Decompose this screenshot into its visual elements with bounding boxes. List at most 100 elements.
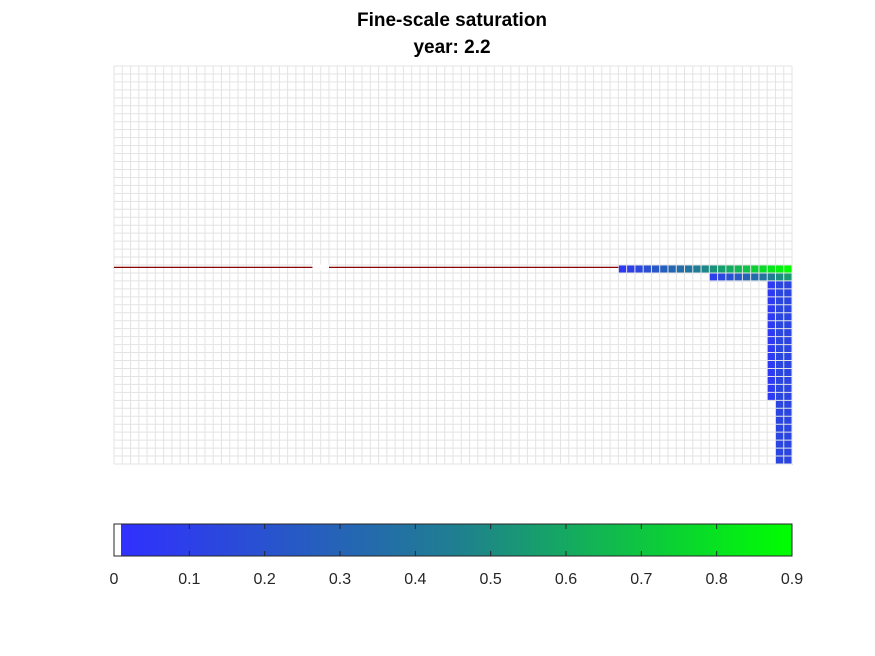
colorbar-tick-label: 0	[110, 571, 119, 588]
saturation-cell	[692, 265, 702, 274]
saturation-cell	[709, 272, 718, 282]
saturation-cell	[709, 265, 718, 274]
saturation-cell	[775, 296, 785, 306]
saturation-cell	[775, 272, 785, 282]
saturation-cell	[783, 280, 793, 290]
saturation-cell	[783, 440, 793, 449]
colorbar-frame	[113, 523, 793, 557]
saturation-cell	[659, 265, 669, 274]
saturation-cell	[783, 336, 793, 345]
saturation-cell	[783, 456, 793, 465]
colorbar-tick-label: 0.2	[254, 571, 276, 588]
saturation-cell	[750, 265, 760, 274]
colorbar-white-segment	[114, 524, 121, 556]
saturation-cell	[783, 360, 793, 369]
saturation-cell	[651, 265, 661, 274]
saturation-cell	[701, 265, 710, 274]
saturation-cell	[775, 360, 785, 369]
mesh-grid	[113, 65, 793, 465]
saturation-cell	[767, 376, 776, 385]
saturation-cell	[767, 265, 776, 274]
colorbar-tick-label: 0.3	[329, 571, 351, 588]
saturation-cell	[783, 400, 793, 409]
saturation-cell	[767, 328, 776, 338]
saturation-cell	[717, 272, 727, 282]
saturation-cell	[775, 368, 785, 377]
saturation-cell	[734, 272, 743, 282]
colorbar-tick-label: 0.5	[480, 571, 502, 588]
saturation-cell	[783, 344, 793, 353]
saturation-cell	[775, 416, 785, 425]
colorbar-tick-label: 0.1	[178, 571, 200, 588]
saturation-cell	[717, 265, 727, 274]
saturation-cell	[783, 384, 793, 393]
saturation-cell	[767, 352, 776, 361]
saturation-cell	[767, 392, 776, 401]
saturation-cell	[775, 320, 785, 330]
saturation-cell	[783, 296, 793, 306]
saturation-cell	[626, 265, 636, 274]
saturation-cell	[775, 288, 785, 298]
saturation-cell	[676, 265, 685, 274]
saturation-cell	[767, 296, 776, 306]
saturation-cell	[684, 265, 694, 274]
saturation-cell	[775, 336, 785, 345]
saturation-cell	[634, 265, 644, 274]
saturation-cell	[775, 304, 785, 314]
saturation-cell	[775, 440, 785, 449]
saturation-cell	[767, 368, 776, 377]
saturation-cell	[742, 272, 752, 282]
saturation-cell	[767, 384, 776, 393]
saturation-cell	[783, 328, 793, 338]
plot-area	[113, 65, 793, 465]
colorbar-tick-label: 0.7	[630, 571, 652, 588]
colorbar-tick-label: 0.6	[555, 571, 577, 588]
saturation-cell	[783, 368, 793, 377]
saturation-cell	[767, 336, 776, 345]
saturation-cell	[767, 304, 776, 314]
saturation-cell	[775, 456, 785, 465]
saturation-cell	[783, 432, 793, 441]
saturation-cell	[783, 392, 793, 401]
saturation-cell	[758, 265, 768, 274]
saturation-cell	[725, 265, 735, 274]
saturation-cell	[783, 376, 793, 385]
saturation-cell	[725, 272, 735, 282]
colorbar-tick-label: 0.9	[781, 571, 803, 588]
saturation-cell	[783, 288, 793, 298]
saturation-cell	[767, 288, 776, 298]
saturation-cells	[618, 265, 793, 465]
saturation-cell	[783, 408, 793, 417]
colorbar-tick-label: 0.8	[706, 571, 728, 588]
chart-title: Fine-scale saturation	[357, 10, 547, 31]
saturation-cell	[767, 312, 776, 322]
saturation-cell	[775, 408, 785, 417]
saturation-cell	[618, 265, 628, 274]
saturation-cell	[734, 265, 743, 274]
saturation-cell	[775, 352, 785, 361]
saturation-cell	[758, 272, 768, 282]
saturation-cell	[783, 265, 793, 274]
saturation-cell	[767, 272, 776, 282]
saturation-cell	[643, 265, 652, 274]
saturation-cell	[767, 320, 776, 330]
colorbar-gradient	[121, 524, 792, 556]
saturation-cell	[783, 304, 793, 314]
saturation-cell	[775, 265, 785, 274]
well-gap	[312, 264, 329, 271]
saturation-cell	[783, 424, 793, 433]
colorbar: 0 0.1 0.2 0.3 0.4 0.5 0.6 0.7 0.8 0.9	[110, 523, 803, 588]
saturation-cell	[775, 432, 785, 441]
saturation-cell	[767, 344, 776, 353]
saturation-cell	[783, 448, 793, 457]
saturation-cell	[775, 424, 785, 433]
saturation-cell	[775, 384, 785, 393]
saturation-cell	[775, 312, 785, 322]
saturation-cell	[767, 360, 776, 369]
saturation-cell	[783, 416, 793, 425]
saturation-cell	[783, 352, 793, 361]
saturation-cell	[775, 344, 785, 353]
saturation-cell	[783, 272, 793, 282]
saturation-cell	[775, 328, 785, 338]
saturation-cell	[750, 272, 760, 282]
